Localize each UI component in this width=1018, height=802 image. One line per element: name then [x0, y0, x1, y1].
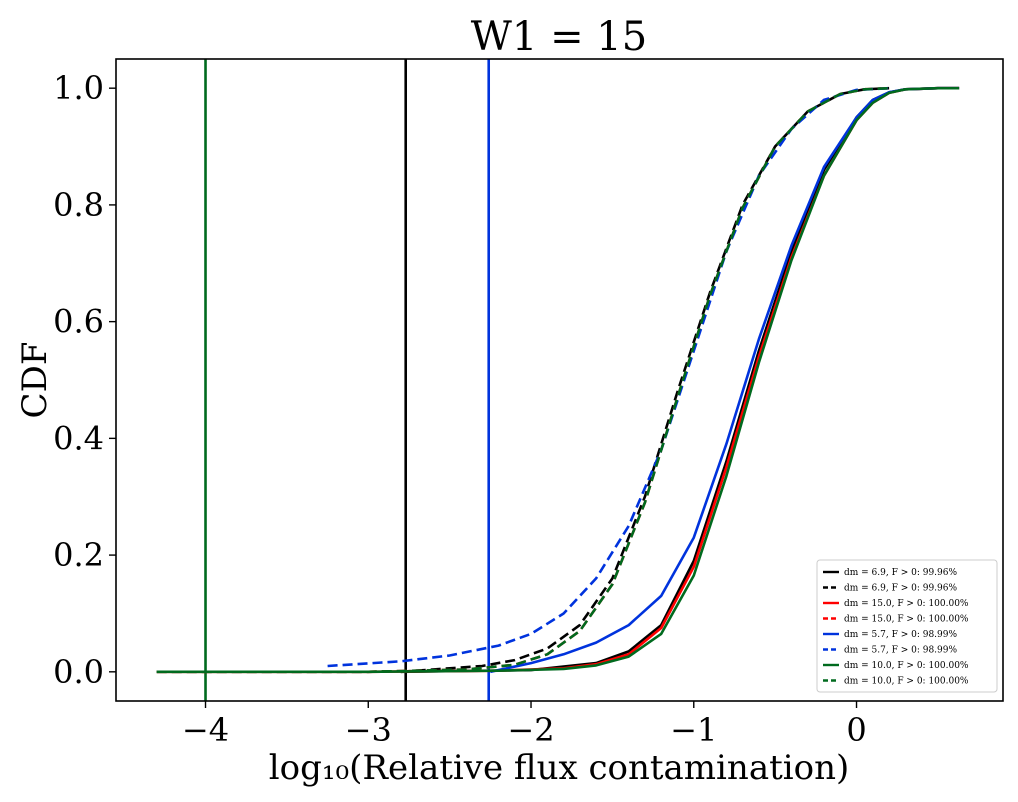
legend-label-4: dm = 5.7, F > 0: 98.99% — [844, 630, 957, 640]
y-tick-label-5: 1.0 — [53, 69, 104, 107]
x-tick-label-1: −3 — [345, 711, 392, 749]
series-line-1 — [400, 86, 890, 674]
x-tick-label-2: −2 — [507, 711, 554, 749]
series-line-3 — [156, 86, 890, 674]
x-axis-label: log₁₀(Relative flux contamination) — [269, 748, 850, 788]
y-tick-label-3: 0.6 — [53, 303, 104, 341]
y-tick-label-4: 0.8 — [53, 186, 104, 224]
legend-label-7: dm = 10.0, F > 0: 100.00% — [844, 677, 969, 687]
legend-label-1: dm = 6.9, F > 0: 99.96% — [844, 584, 957, 594]
legend-label-2: dm = 15.0, F > 0: 100.00% — [844, 599, 969, 609]
plot-area — [156, 59, 960, 701]
y-tick-label-0: 0.0 — [53, 653, 104, 691]
y-tick-label-1: 0.2 — [53, 536, 104, 574]
y-tick-label-2: 0.4 — [53, 419, 104, 457]
legend-label-0: dm = 6.9, F > 0: 99.96% — [844, 568, 957, 578]
legend-label-5: dm = 5.7, F > 0: 98.99% — [844, 646, 957, 656]
series-line-6 — [156, 86, 960, 674]
legend-box — [816, 559, 998, 693]
x-tick-label-0: −4 — [182, 711, 229, 749]
x-tick-label-3: −1 — [670, 711, 717, 749]
legend: dm = 6.9, F > 0: 99.96% dm = 6.9, F > 0: … — [816, 559, 998, 693]
x-tick-label-4: 0 — [846, 711, 866, 749]
series-line-7 — [156, 86, 890, 674]
axes: −4 −3 −2 −1 0 0.0 0.2 0.4 0.6 0.8 1.0 — [53, 69, 867, 749]
legend-label-3: dm = 15.0, F > 0: 100.00% — [844, 615, 969, 625]
legend-label-6: dm = 10.0, F > 0: 100.00% — [844, 661, 969, 671]
y-axis-label: CDF — [15, 342, 55, 419]
chart-title: W1 = 15 — [471, 14, 647, 60]
plot-frame — [115, 58, 1004, 702]
series-line-5 — [327, 86, 890, 668]
